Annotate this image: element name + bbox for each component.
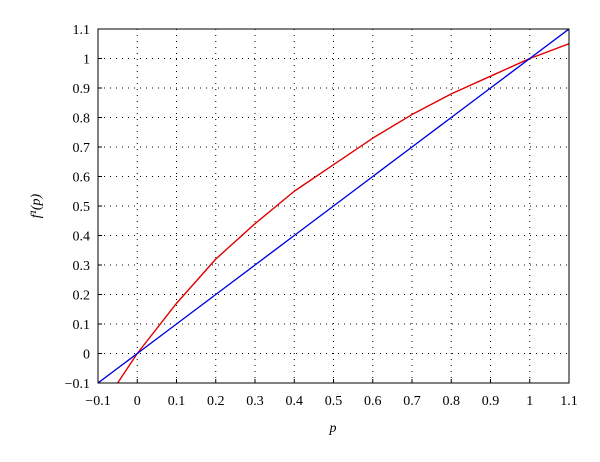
x-tick-label: 0.7	[403, 394, 421, 409]
y-tick-label: 0.7	[73, 141, 91, 156]
x-tick-label: 0.8	[443, 394, 461, 409]
y-axis-label: f¹(p)	[29, 193, 44, 218]
x-tick-label: 1.1	[560, 394, 578, 409]
x-tick-label: 0.5	[325, 394, 343, 409]
x-axis-label: p	[329, 421, 337, 436]
series-line	[98, 29, 569, 383]
y-tick-label: 1	[83, 53, 90, 68]
x-tick-label: −0.1	[85, 394, 110, 409]
x-tick-label: 0.3	[246, 394, 264, 409]
y-tick-label: −0.1	[65, 377, 90, 392]
series-line	[117, 43, 569, 383]
y-tick-label: 0.8	[73, 112, 91, 127]
y-tick-label: 1.1	[73, 23, 91, 38]
x-tick-label: 0.1	[168, 394, 186, 409]
x-tick-label: 0.2	[207, 394, 225, 409]
y-tick-label: 0.9	[73, 82, 91, 97]
y-tick-label: 0.4	[73, 230, 91, 245]
x-tick-label: 0.9	[482, 394, 500, 409]
x-tick-label: 0.4	[286, 394, 304, 409]
y-tick-label: 0	[83, 348, 90, 363]
y-tick-label: 0.3	[73, 259, 91, 274]
y-tick-label: 0.2	[73, 289, 91, 304]
y-tick-label: 0.6	[73, 171, 91, 186]
x-tick-label: 0.6	[364, 394, 382, 409]
y-tick-label: 0.5	[73, 200, 91, 215]
y-tick-label: 0.1	[73, 318, 91, 333]
x-tick-label: 1	[526, 394, 533, 409]
plot-frame	[97, 28, 570, 384]
x-tick-label: 0	[134, 394, 141, 409]
